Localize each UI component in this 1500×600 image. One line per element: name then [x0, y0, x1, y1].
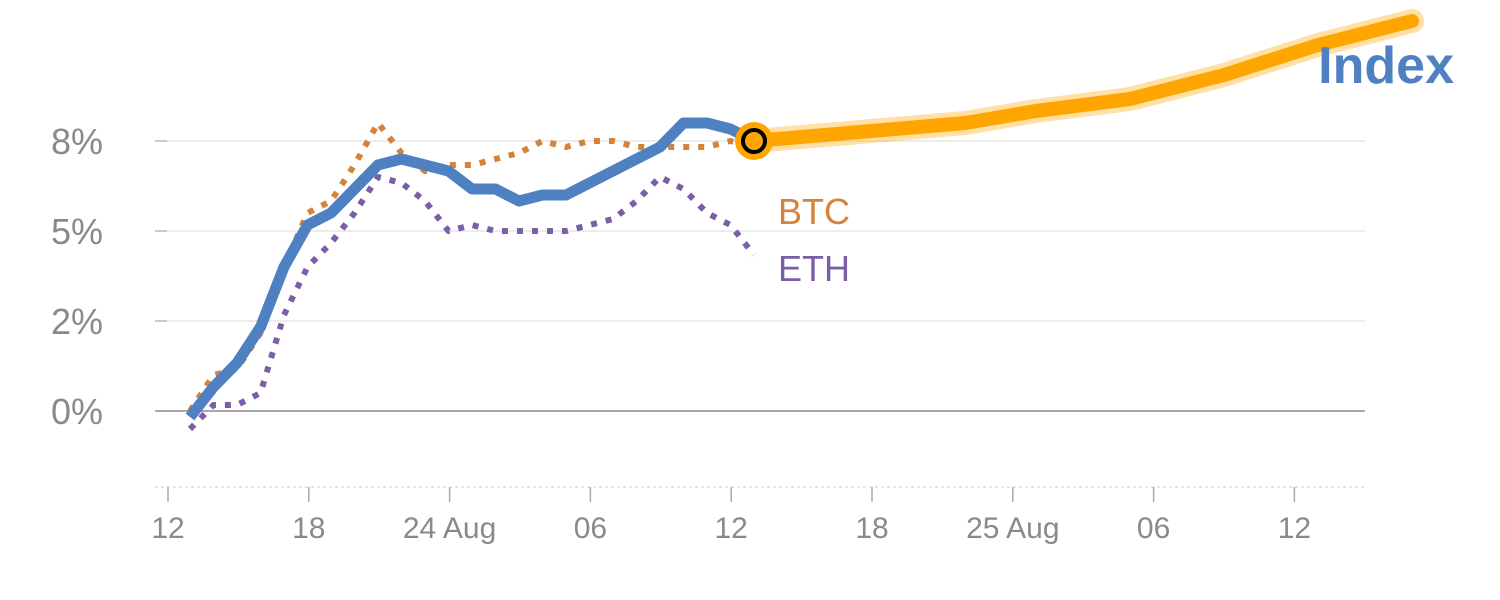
- x-tick-label: 06: [1137, 512, 1170, 545]
- y-tick-label: 5%: [51, 211, 103, 252]
- series-label-btc: BTC: [778, 191, 850, 232]
- series-lines: [185, 9, 1424, 432]
- x-tick-label: 25 Aug: [966, 512, 1059, 545]
- x-tick-label: 12: [1278, 512, 1311, 545]
- chart-title: Index: [1318, 37, 1454, 95]
- x-tick-label: 24 Aug: [403, 512, 496, 545]
- y-axis-tick-labels: 0% 2% 5% 8%: [51, 121, 103, 432]
- series-labels: BTC ETH: [778, 191, 850, 289]
- series-line-btc: [187, 120, 755, 413]
- gridlines: [155, 140, 1365, 412]
- x-axis: [155, 486, 1365, 502]
- marker-outer-ring: [735, 122, 773, 160]
- forecast-line: [747, 14, 1419, 148]
- current-point-marker: [735, 122, 773, 160]
- x-tick-label: 18: [292, 512, 325, 545]
- x-tick-label: 12: [151, 512, 184, 545]
- marker-inner-circle: [741, 128, 767, 154]
- series-label-eth: ETH: [778, 248, 850, 289]
- x-tick-label: 06: [574, 512, 607, 545]
- y-tick-label: 0%: [51, 391, 103, 432]
- x-tick-label: 18: [855, 512, 888, 545]
- y-tick-label: 2%: [51, 301, 103, 342]
- series-line-index: [185, 117, 757, 421]
- forecast-halo: [742, 9, 1424, 153]
- x-axis-tick-labels: 12 18 24 Aug 06 12 18 25 Aug 06 12: [151, 512, 1311, 545]
- y-tick-label: 8%: [51, 121, 103, 162]
- x-tick-label: 12: [715, 512, 748, 545]
